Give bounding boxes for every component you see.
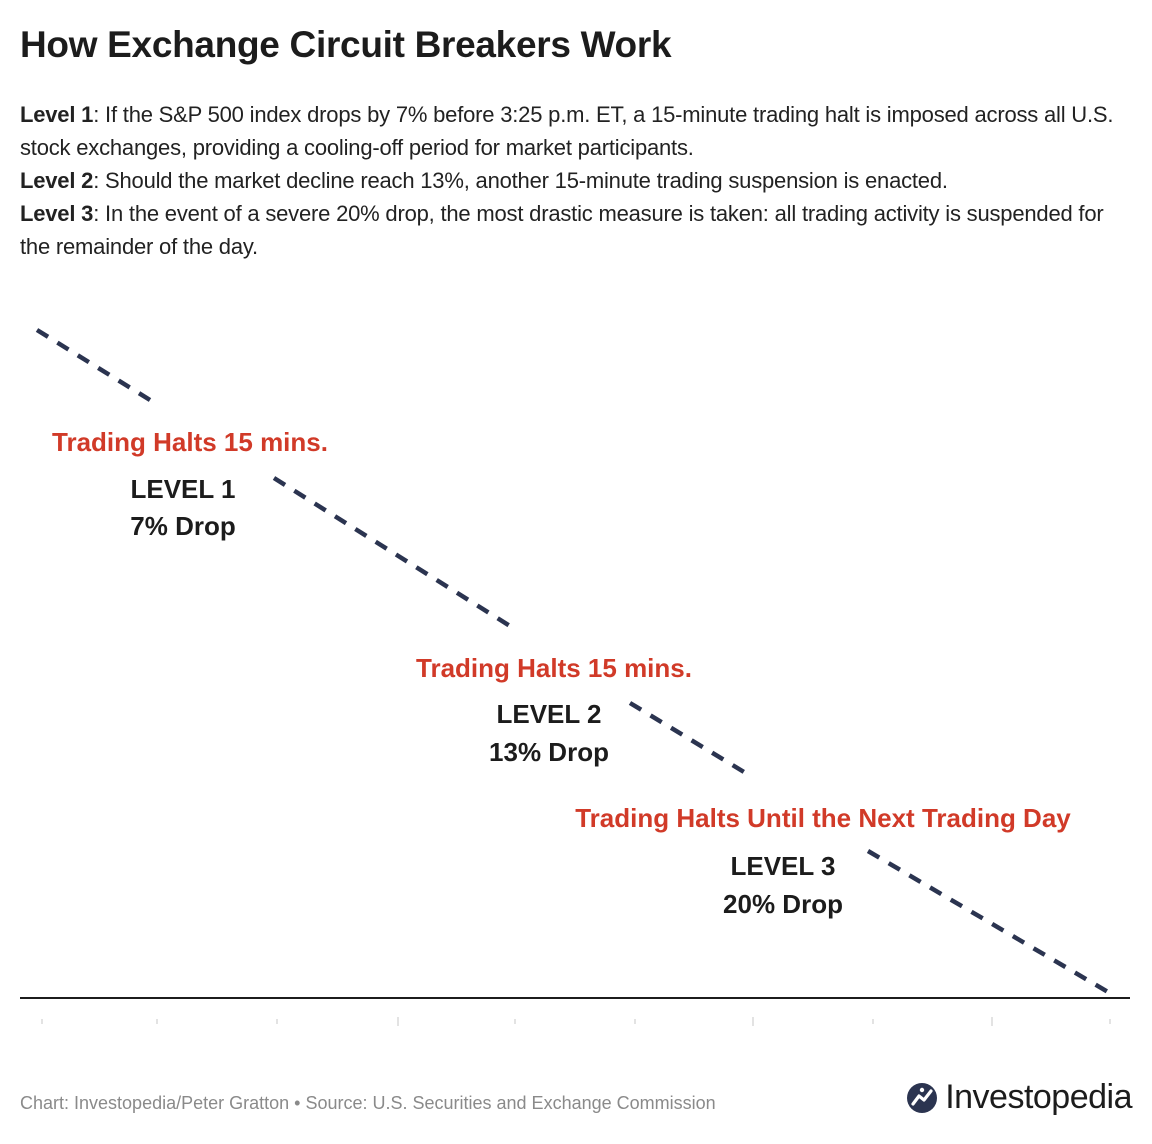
- decline-segment-1: [35, 328, 152, 402]
- investopedia-logo: Investopedia: [905, 1078, 1132, 1117]
- description-level-1-label: Level 1: [20, 102, 94, 127]
- description-level-2-text: : Should the market decline reach 13%, a…: [93, 168, 948, 193]
- decline-segment-3: [628, 701, 746, 774]
- level-3-drop: 20% Drop: [723, 889, 843, 919]
- chart-credit: Chart: Investopedia/Peter Gratton • Sour…: [20, 1093, 716, 1113]
- description: Level 1: If the S&P 500 index drops by 7…: [20, 98, 1138, 263]
- level-1-drop: 7% Drop: [130, 511, 235, 541]
- level-1-halt-label: Trading Halts 15 mins.: [52, 427, 328, 457]
- description-level-2-label: Level 2: [20, 168, 94, 193]
- baseline-ticks: [41, 1017, 1111, 1026]
- investopedia-logo-text: Investopedia: [945, 1078, 1132, 1116]
- page-title: How Exchange Circuit Breakers Work: [20, 24, 672, 65]
- description-level-1-text: : If the S&P 500 index drops by 7% befor…: [20, 102, 1114, 160]
- level-3-title: LEVEL 3: [730, 851, 835, 881]
- description-level-3-label: Level 3: [20, 201, 94, 226]
- decline-segment-4: [866, 849, 1110, 994]
- level-2-title: LEVEL 2: [496, 699, 601, 729]
- level-2-drop: 13% Drop: [489, 737, 609, 767]
- level-1-title: LEVEL 1: [130, 474, 235, 504]
- level-3-halt-label: Trading Halts Until the Next Trading Day: [575, 803, 1071, 833]
- description-level-2: Level 2: Should the market decline reach…: [20, 164, 1138, 197]
- description-level-3-text: : In the event of a severe 20% drop, the…: [20, 201, 1104, 259]
- description-level-1: Level 1: If the S&P 500 index drops by 7…: [20, 98, 1138, 164]
- description-level-3: Level 3: In the event of a severe 20% dr…: [20, 197, 1138, 263]
- decline-segment-2: [272, 476, 512, 628]
- level-2-halt-label: Trading Halts 15 mins.: [416, 653, 692, 683]
- investopedia-logo-icon: [907, 1082, 938, 1113]
